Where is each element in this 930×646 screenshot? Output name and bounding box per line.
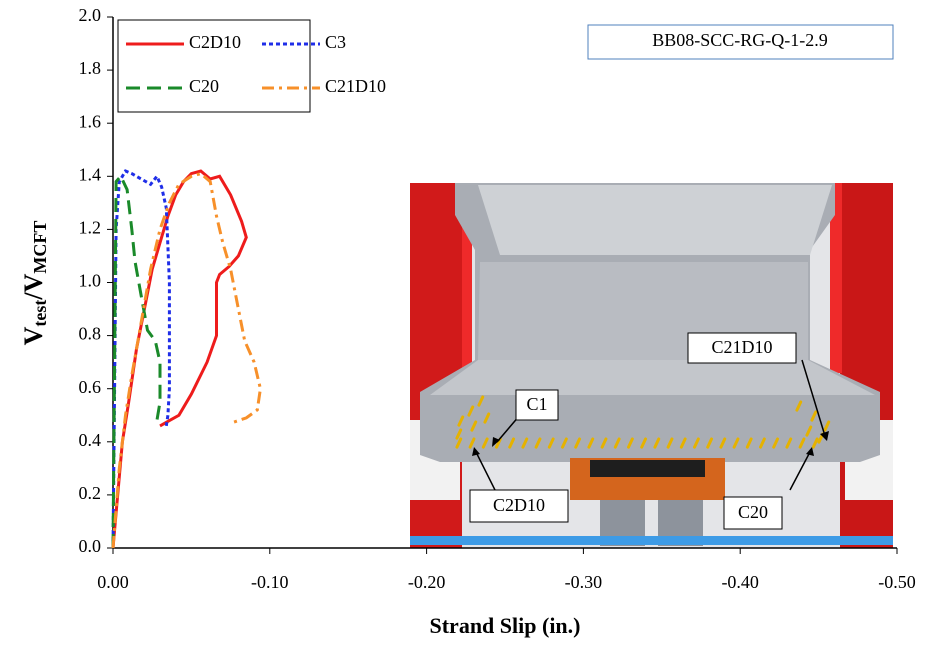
strand [693,437,700,449]
strand [561,437,568,449]
y-tick-label: 2.0 [79,5,102,25]
x-tick-label: -0.10 [251,572,289,592]
y-tick-label: 1.4 [79,164,102,184]
annotation-box [587,24,894,60]
strand [547,437,555,449]
y-title-part: /V [19,273,48,300]
y-title-part: MCFT [30,221,50,274]
strand [759,437,766,449]
inset-label: C2D10 [493,495,545,515]
inset-label: C1 [526,394,547,414]
annotation: BB08-SCC-RG-Q-1-2.9 [652,30,828,50]
y-title-part: test [30,300,50,327]
legend-label: C3 [325,32,346,52]
x-tick-label: -0.40 [721,572,759,592]
strand [521,437,529,449]
strand [798,437,806,449]
series-line [111,169,171,549]
strand [455,437,463,449]
legend-box [117,19,311,113]
y-tick-label: 1.6 [79,111,102,131]
y-tick-label: 1.0 [79,271,102,291]
inset-label: C21D10 [711,337,772,357]
strand [470,420,478,432]
strand [574,437,582,449]
legend-label: C21D10 [325,76,386,96]
x-axis-title: Strand Slip (in.) [430,613,581,638]
strand [468,437,476,449]
strand [477,395,485,407]
y-tick-label: 0.8 [79,324,102,344]
series-line [111,173,162,549]
strand [811,437,819,449]
x-tick-label: -0.20 [408,572,446,592]
x-tick-label: 0.00 [97,572,129,592]
strand [455,428,463,440]
y-tick-label: 0.6 [79,377,102,397]
strand [613,437,621,449]
strand [805,425,813,437]
y-tick-label: 0.0 [79,536,102,556]
strand [483,412,491,424]
strand [679,437,687,449]
strand [534,437,542,449]
y-tick-label: 0.2 [79,483,102,503]
inset-image: C1 C2D10 C20 C21D10 [410,183,893,548]
strand [772,437,780,449]
strand [653,437,661,449]
strand [719,437,727,449]
strand [745,437,753,449]
series-line [111,171,262,549]
strand [508,437,516,449]
strand [666,437,674,449]
strand [795,400,803,412]
strand [457,415,465,427]
y-title-part: V [19,326,48,345]
strand [587,437,595,449]
strand [732,437,740,449]
legend-label: C20 [189,76,219,96]
strand [481,437,489,449]
strand [495,437,502,449]
x-tick-label: -0.30 [565,572,603,592]
x-tick-label: -0.50 [878,572,916,592]
strand [785,437,793,449]
strand [810,410,818,422]
strand [627,437,634,449]
strand [467,405,475,417]
strand [706,437,714,449]
y-tick-label: 0.4 [79,430,102,450]
strand [823,420,831,432]
y-tick-label: 1.2 [79,218,102,238]
inset-label: C20 [738,502,768,522]
strand [600,437,608,449]
strand [640,437,648,449]
legend-label: C2D10 [189,32,241,52]
series-line [111,169,248,549]
y-axis-title: Vtest/VMCFT [19,221,50,346]
y-tick-label: 1.8 [79,58,102,78]
